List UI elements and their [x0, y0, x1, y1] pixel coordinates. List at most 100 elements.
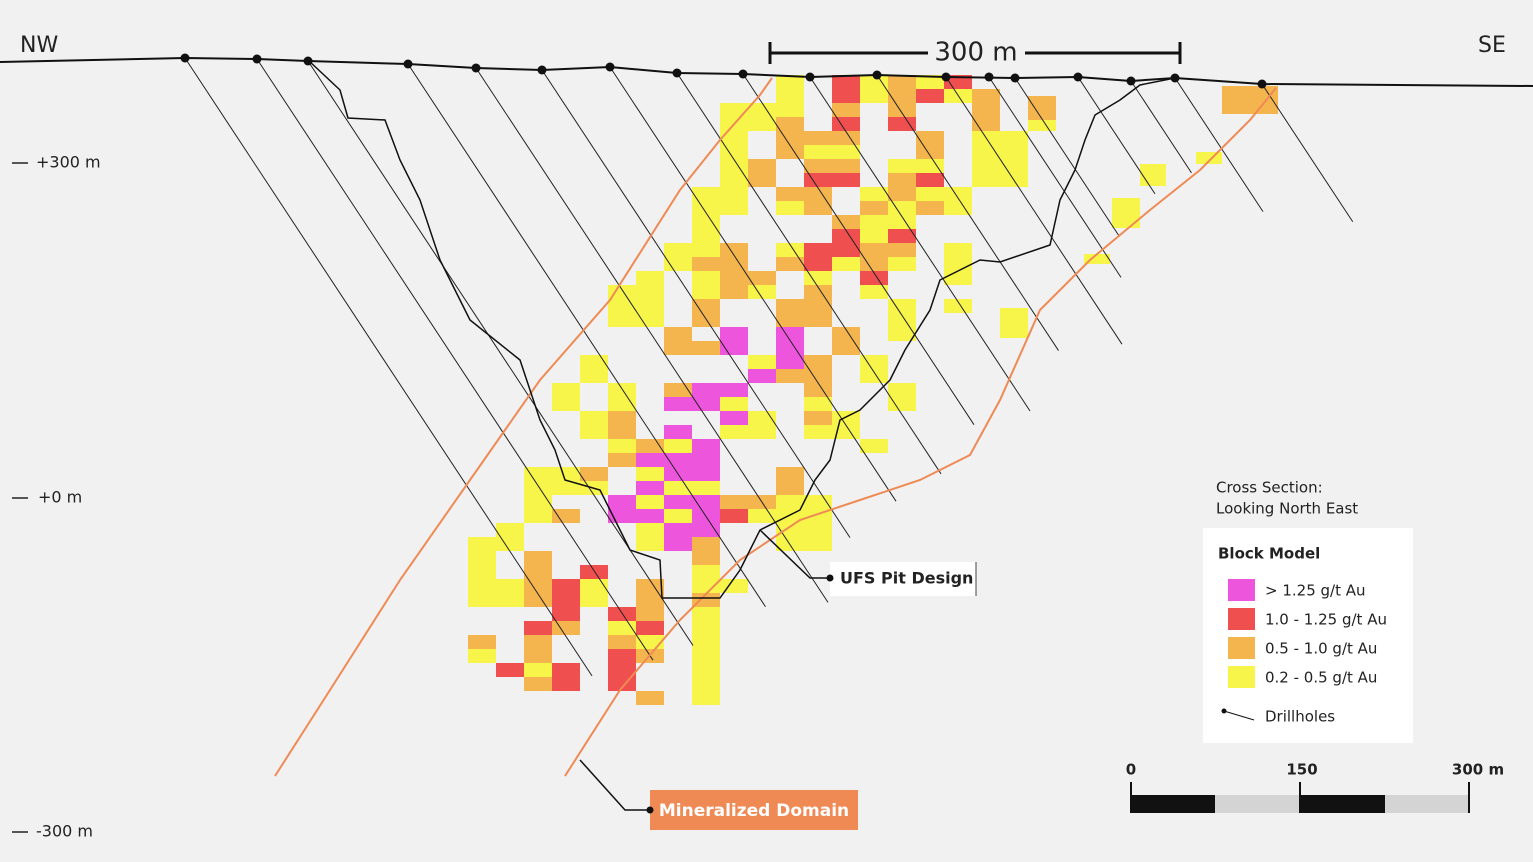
drillhole [1130, 80, 1192, 174]
block [916, 131, 944, 145]
block [944, 271, 972, 285]
block [552, 607, 580, 621]
block [608, 439, 636, 453]
block [608, 663, 636, 677]
block [944, 243, 972, 257]
block [636, 453, 664, 467]
block [580, 565, 608, 579]
block [636, 509, 664, 523]
block [832, 411, 860, 425]
block [692, 229, 720, 243]
block [748, 271, 776, 285]
block [692, 201, 720, 215]
drillhole-collar [941, 72, 951, 82]
block [1084, 254, 1110, 264]
block [804, 425, 832, 439]
block [804, 145, 832, 159]
drillhole-collar [984, 72, 994, 82]
block [636, 467, 664, 481]
scale-bar-label: 150 [1286, 761, 1317, 779]
block [888, 201, 916, 215]
block [692, 607, 720, 621]
callout-dot [826, 574, 834, 582]
block [608, 453, 636, 467]
elevation-label: +300 m [36, 153, 101, 172]
block [804, 285, 832, 299]
legend-swatch [1228, 608, 1255, 630]
block [832, 229, 860, 243]
legend-label: > 1.25 g/t Au [1265, 582, 1366, 600]
block [636, 495, 664, 509]
block [832, 243, 860, 257]
block [776, 117, 804, 131]
domain-callout-box [650, 790, 858, 830]
block [524, 677, 552, 691]
block [720, 579, 748, 593]
block [832, 75, 860, 89]
block [916, 173, 944, 187]
drillhole-collar [180, 53, 190, 63]
block [860, 229, 888, 243]
direction-label: SE [1478, 33, 1506, 58]
block [664, 453, 692, 467]
block [776, 369, 804, 383]
block [636, 607, 664, 621]
block [692, 257, 720, 271]
block [776, 257, 804, 271]
block [776, 145, 804, 159]
drillhole-collar [1257, 79, 1267, 89]
block [468, 565, 496, 579]
block [776, 89, 804, 103]
block [692, 453, 720, 467]
block [552, 621, 580, 635]
block [1222, 86, 1278, 114]
pit-callout-leader [759, 529, 830, 579]
block [692, 285, 720, 299]
block [720, 201, 748, 215]
block [832, 145, 860, 159]
block [804, 201, 832, 215]
block [972, 103, 1000, 117]
block [916, 75, 944, 89]
block [804, 397, 832, 411]
block [524, 551, 552, 565]
block [888, 117, 916, 131]
block [524, 579, 552, 593]
block [776, 299, 804, 313]
block [832, 215, 860, 229]
block [832, 117, 860, 131]
block [832, 89, 860, 103]
block [776, 103, 804, 117]
block [832, 341, 860, 355]
block [860, 89, 888, 103]
block [860, 369, 888, 383]
legend-label: Drillholes [1265, 708, 1335, 726]
block [720, 131, 748, 145]
block [944, 299, 972, 313]
block [692, 215, 720, 229]
legend-title: Block Model [1218, 545, 1320, 563]
block [972, 159, 1000, 173]
drillhole [809, 76, 1031, 412]
block [524, 509, 552, 523]
block [608, 635, 636, 649]
block [552, 579, 580, 593]
block [748, 159, 776, 173]
block [804, 257, 832, 271]
block [860, 439, 888, 453]
pit-callout-box [830, 562, 976, 596]
block [888, 75, 916, 89]
block [860, 75, 888, 89]
block [608, 425, 636, 439]
block [692, 397, 720, 411]
block [636, 593, 664, 607]
drillhole [475, 67, 829, 603]
block [888, 397, 916, 411]
block [608, 397, 636, 411]
block [804, 131, 832, 145]
block [916, 145, 944, 159]
callout-dot [646, 806, 654, 814]
block [888, 243, 916, 257]
block [692, 579, 720, 593]
